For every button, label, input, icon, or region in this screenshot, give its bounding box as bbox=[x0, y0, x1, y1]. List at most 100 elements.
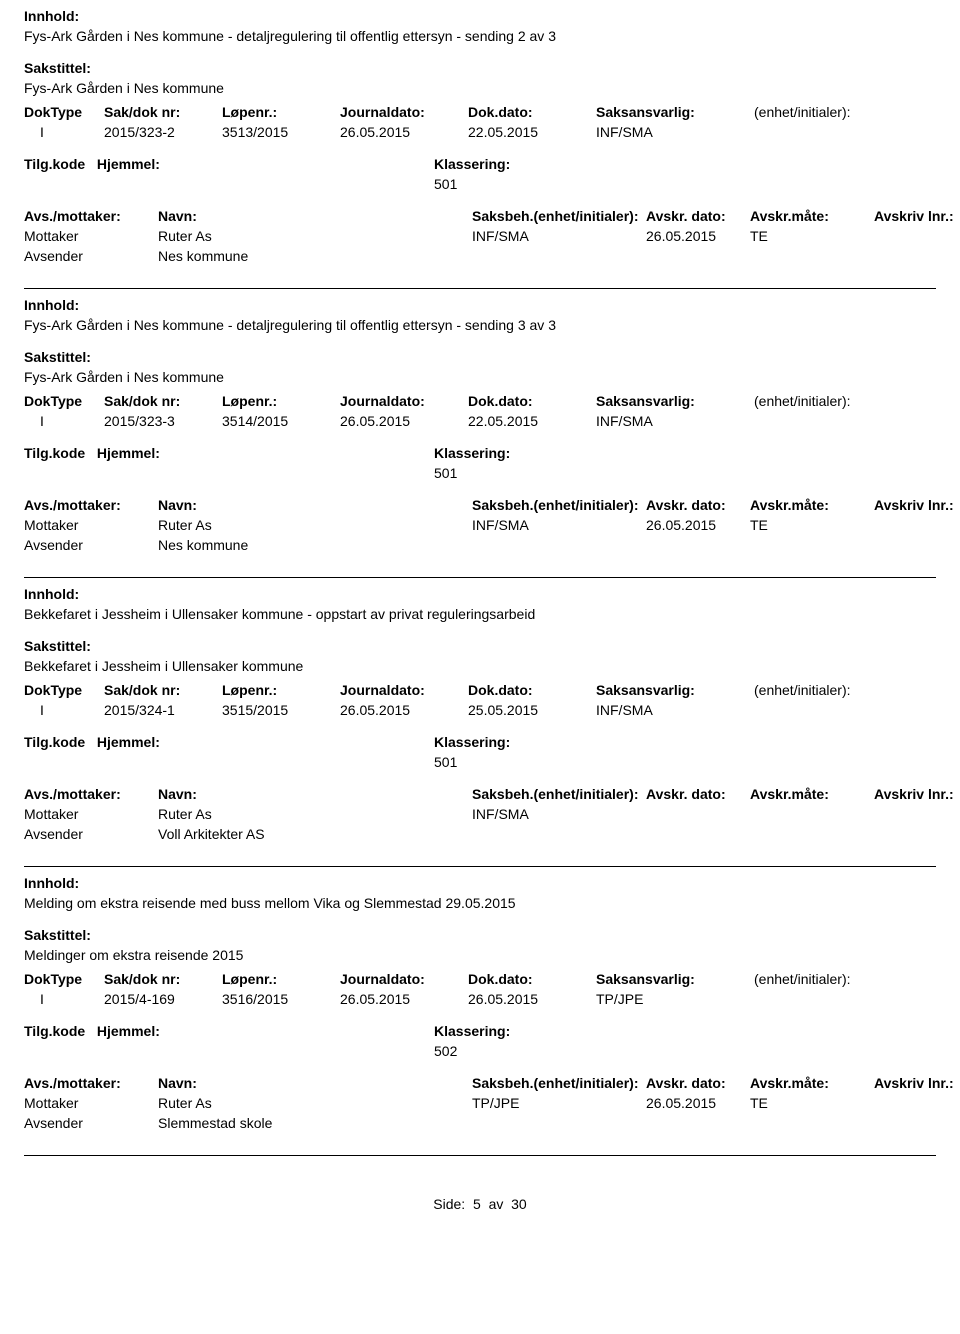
journal-record: Innhold: Fys-Ark Gården i Nes kommune - … bbox=[24, 0, 936, 289]
avskrdato-label: Avskr. dato: bbox=[646, 497, 726, 513]
sakstittel-label: Sakstittel: bbox=[24, 349, 936, 365]
journaldato-value: 26.05.2015 bbox=[340, 413, 460, 429]
sakdoknr-value: 2015/323-2 bbox=[104, 124, 214, 140]
avskrdato-label: Avskr. dato: bbox=[646, 208, 726, 224]
sakdoknr-value: 2015/323-3 bbox=[104, 413, 214, 429]
footer-sep: av bbox=[489, 1196, 504, 1212]
avskrdato-label: Avskr. dato: bbox=[646, 786, 726, 802]
party-saksbeh: TP/JPE bbox=[472, 1095, 642, 1111]
klassering-value: 501 bbox=[434, 465, 734, 481]
sakdoknr-label: Sak/dok nr: bbox=[104, 393, 214, 409]
doktype-label: DokType bbox=[24, 104, 96, 120]
journaldato-label: Journaldato: bbox=[340, 393, 460, 409]
party-row: Mottaker Ruter As INF/SMA bbox=[24, 806, 936, 822]
sakstittel-label: Sakstittel: bbox=[24, 927, 936, 943]
journaldato-label: Journaldato: bbox=[340, 104, 460, 120]
saksansvarlig-label: Saksansvarlig: bbox=[596, 104, 746, 120]
party-navn: Nes kommune bbox=[158, 537, 468, 553]
sakstittel-text: Fys-Ark Gården i Nes kommune bbox=[24, 80, 936, 96]
saksbeh-label: Saksbeh. bbox=[472, 208, 533, 224]
hjemmel-label: Hjemmel: bbox=[97, 445, 160, 461]
avskrmate-label: Avskr.måte: bbox=[750, 1075, 829, 1091]
sakdoknr-value: 2015/4-169 bbox=[104, 991, 214, 1007]
avskrmate-label: Avskr.måte: bbox=[750, 497, 829, 513]
tilgkode-label: Tilg.kode bbox=[24, 1023, 85, 1039]
lopenr-value: 3514/2015 bbox=[222, 413, 332, 429]
dokdato-value: 22.05.2015 bbox=[468, 413, 588, 429]
saksansvarlig-label: Saksansvarlig: bbox=[596, 393, 746, 409]
dokdato-value: 22.05.2015 bbox=[468, 124, 588, 140]
party-saksbeh: INF/SMA bbox=[472, 517, 642, 533]
saksbehei-label: (enhet/initialer): bbox=[533, 1075, 638, 1091]
saksbeh-label: Saksbeh. bbox=[472, 497, 533, 513]
avskrmate-label: Avskr.måte: bbox=[750, 208, 829, 224]
avsmottaker-label: Avs./mottaker: bbox=[24, 786, 121, 802]
journaldato-value: 26.05.2015 bbox=[340, 124, 460, 140]
party-role: Mottaker bbox=[24, 1095, 154, 1111]
doktype-value: I bbox=[24, 124, 96, 140]
journal-record: Innhold: Fys-Ark Gården i Nes kommune - … bbox=[24, 289, 936, 578]
klassering-value: 501 bbox=[434, 754, 734, 770]
innhold-text: Bekkefaret i Jessheim i Ullensaker kommu… bbox=[24, 606, 936, 622]
dokdato-label: Dok.dato: bbox=[468, 393, 588, 409]
journaldato-label: Journaldato: bbox=[340, 971, 460, 987]
party-navn: Ruter As bbox=[158, 228, 468, 244]
lopenr-label: Løpenr.: bbox=[222, 682, 332, 698]
party-role: Avsender bbox=[24, 537, 154, 553]
avskrivlnr-label: Avskriv lnr.: bbox=[874, 786, 954, 802]
party-navn: Ruter As bbox=[158, 517, 468, 533]
party-role: Avsender bbox=[24, 248, 154, 264]
party-avskrmate: TE bbox=[750, 517, 870, 533]
party-row: Avsender Slemmestad skole bbox=[24, 1115, 936, 1131]
party-row: Mottaker Ruter As INF/SMA 26.05.2015 TE bbox=[24, 228, 936, 244]
enhetinit-label: (enhet/initialer): bbox=[754, 682, 894, 698]
party-avskrdato: 26.05.2015 bbox=[646, 1095, 746, 1111]
enhetinit-label: (enhet/initialer): bbox=[754, 393, 894, 409]
avsmottaker-label: Avs./mottaker: bbox=[24, 208, 121, 224]
party-navn: Voll Arkitekter AS bbox=[158, 826, 468, 842]
dokdato-label: Dok.dato: bbox=[468, 971, 588, 987]
innhold-label: Innhold: bbox=[24, 875, 936, 891]
dokdato-label: Dok.dato: bbox=[468, 104, 588, 120]
navn-label: Navn: bbox=[158, 786, 197, 802]
saksansvarlig-label: Saksansvarlig: bbox=[596, 682, 746, 698]
sakdoknr-label: Sak/dok nr: bbox=[104, 971, 214, 987]
lopenr-value: 3515/2015 bbox=[222, 702, 332, 718]
innhold-label: Innhold: bbox=[24, 297, 936, 313]
party-avskrdato: 26.05.2015 bbox=[646, 228, 746, 244]
lopenr-label: Løpenr.: bbox=[222, 971, 332, 987]
saksbeh-label: Saksbeh. bbox=[472, 786, 533, 802]
klassering-label: Klassering: bbox=[434, 445, 734, 461]
party-row: Avsender Nes kommune bbox=[24, 248, 936, 264]
footer-total: 30 bbox=[511, 1196, 527, 1212]
avsmottaker-label: Avs./mottaker: bbox=[24, 1075, 121, 1091]
party-navn: Slemmestad skole bbox=[158, 1115, 468, 1131]
party-row: Avsender Voll Arkitekter AS bbox=[24, 826, 936, 842]
journaldato-value: 26.05.2015 bbox=[340, 702, 460, 718]
saksbehei-label: (enhet/initialer): bbox=[533, 786, 638, 802]
enhetinit-label: (enhet/initialer): bbox=[754, 971, 894, 987]
doktype-label: DokType bbox=[24, 971, 96, 987]
sakstittel-text: Fys-Ark Gården i Nes kommune bbox=[24, 369, 936, 385]
party-row: Avsender Nes kommune bbox=[24, 537, 936, 553]
footer-page: 5 bbox=[473, 1196, 481, 1212]
klassering-label: Klassering: bbox=[434, 156, 734, 172]
page-footer: Side: 5 av 30 bbox=[24, 1196, 936, 1212]
sakdoknr-value: 2015/324-1 bbox=[104, 702, 214, 718]
party-avskrdato: 26.05.2015 bbox=[646, 517, 746, 533]
party-role: Avsender bbox=[24, 826, 154, 842]
doktype-label: DokType bbox=[24, 393, 96, 409]
journal-record: Innhold: Bekkefaret i Jessheim i Ullensa… bbox=[24, 578, 936, 867]
party-role: Avsender bbox=[24, 1115, 154, 1131]
hjemmel-label: Hjemmel: bbox=[97, 156, 160, 172]
navn-label: Navn: bbox=[158, 1075, 197, 1091]
saksansvarlig-value: TP/JPE bbox=[596, 991, 746, 1007]
saksbehei-label: (enhet/initialer): bbox=[533, 497, 638, 513]
innhold-label: Innhold: bbox=[24, 586, 936, 602]
party-saksbeh: INF/SMA bbox=[472, 806, 642, 822]
party-navn: Ruter As bbox=[158, 806, 468, 822]
saksansvarlig-value: INF/SMA bbox=[596, 702, 746, 718]
innhold-text: Fys-Ark Gården i Nes kommune - detaljreg… bbox=[24, 28, 936, 44]
innhold-text: Fys-Ark Gården i Nes kommune - detaljreg… bbox=[24, 317, 936, 333]
innhold-text: Melding om ekstra reisende med buss mell… bbox=[24, 895, 936, 911]
